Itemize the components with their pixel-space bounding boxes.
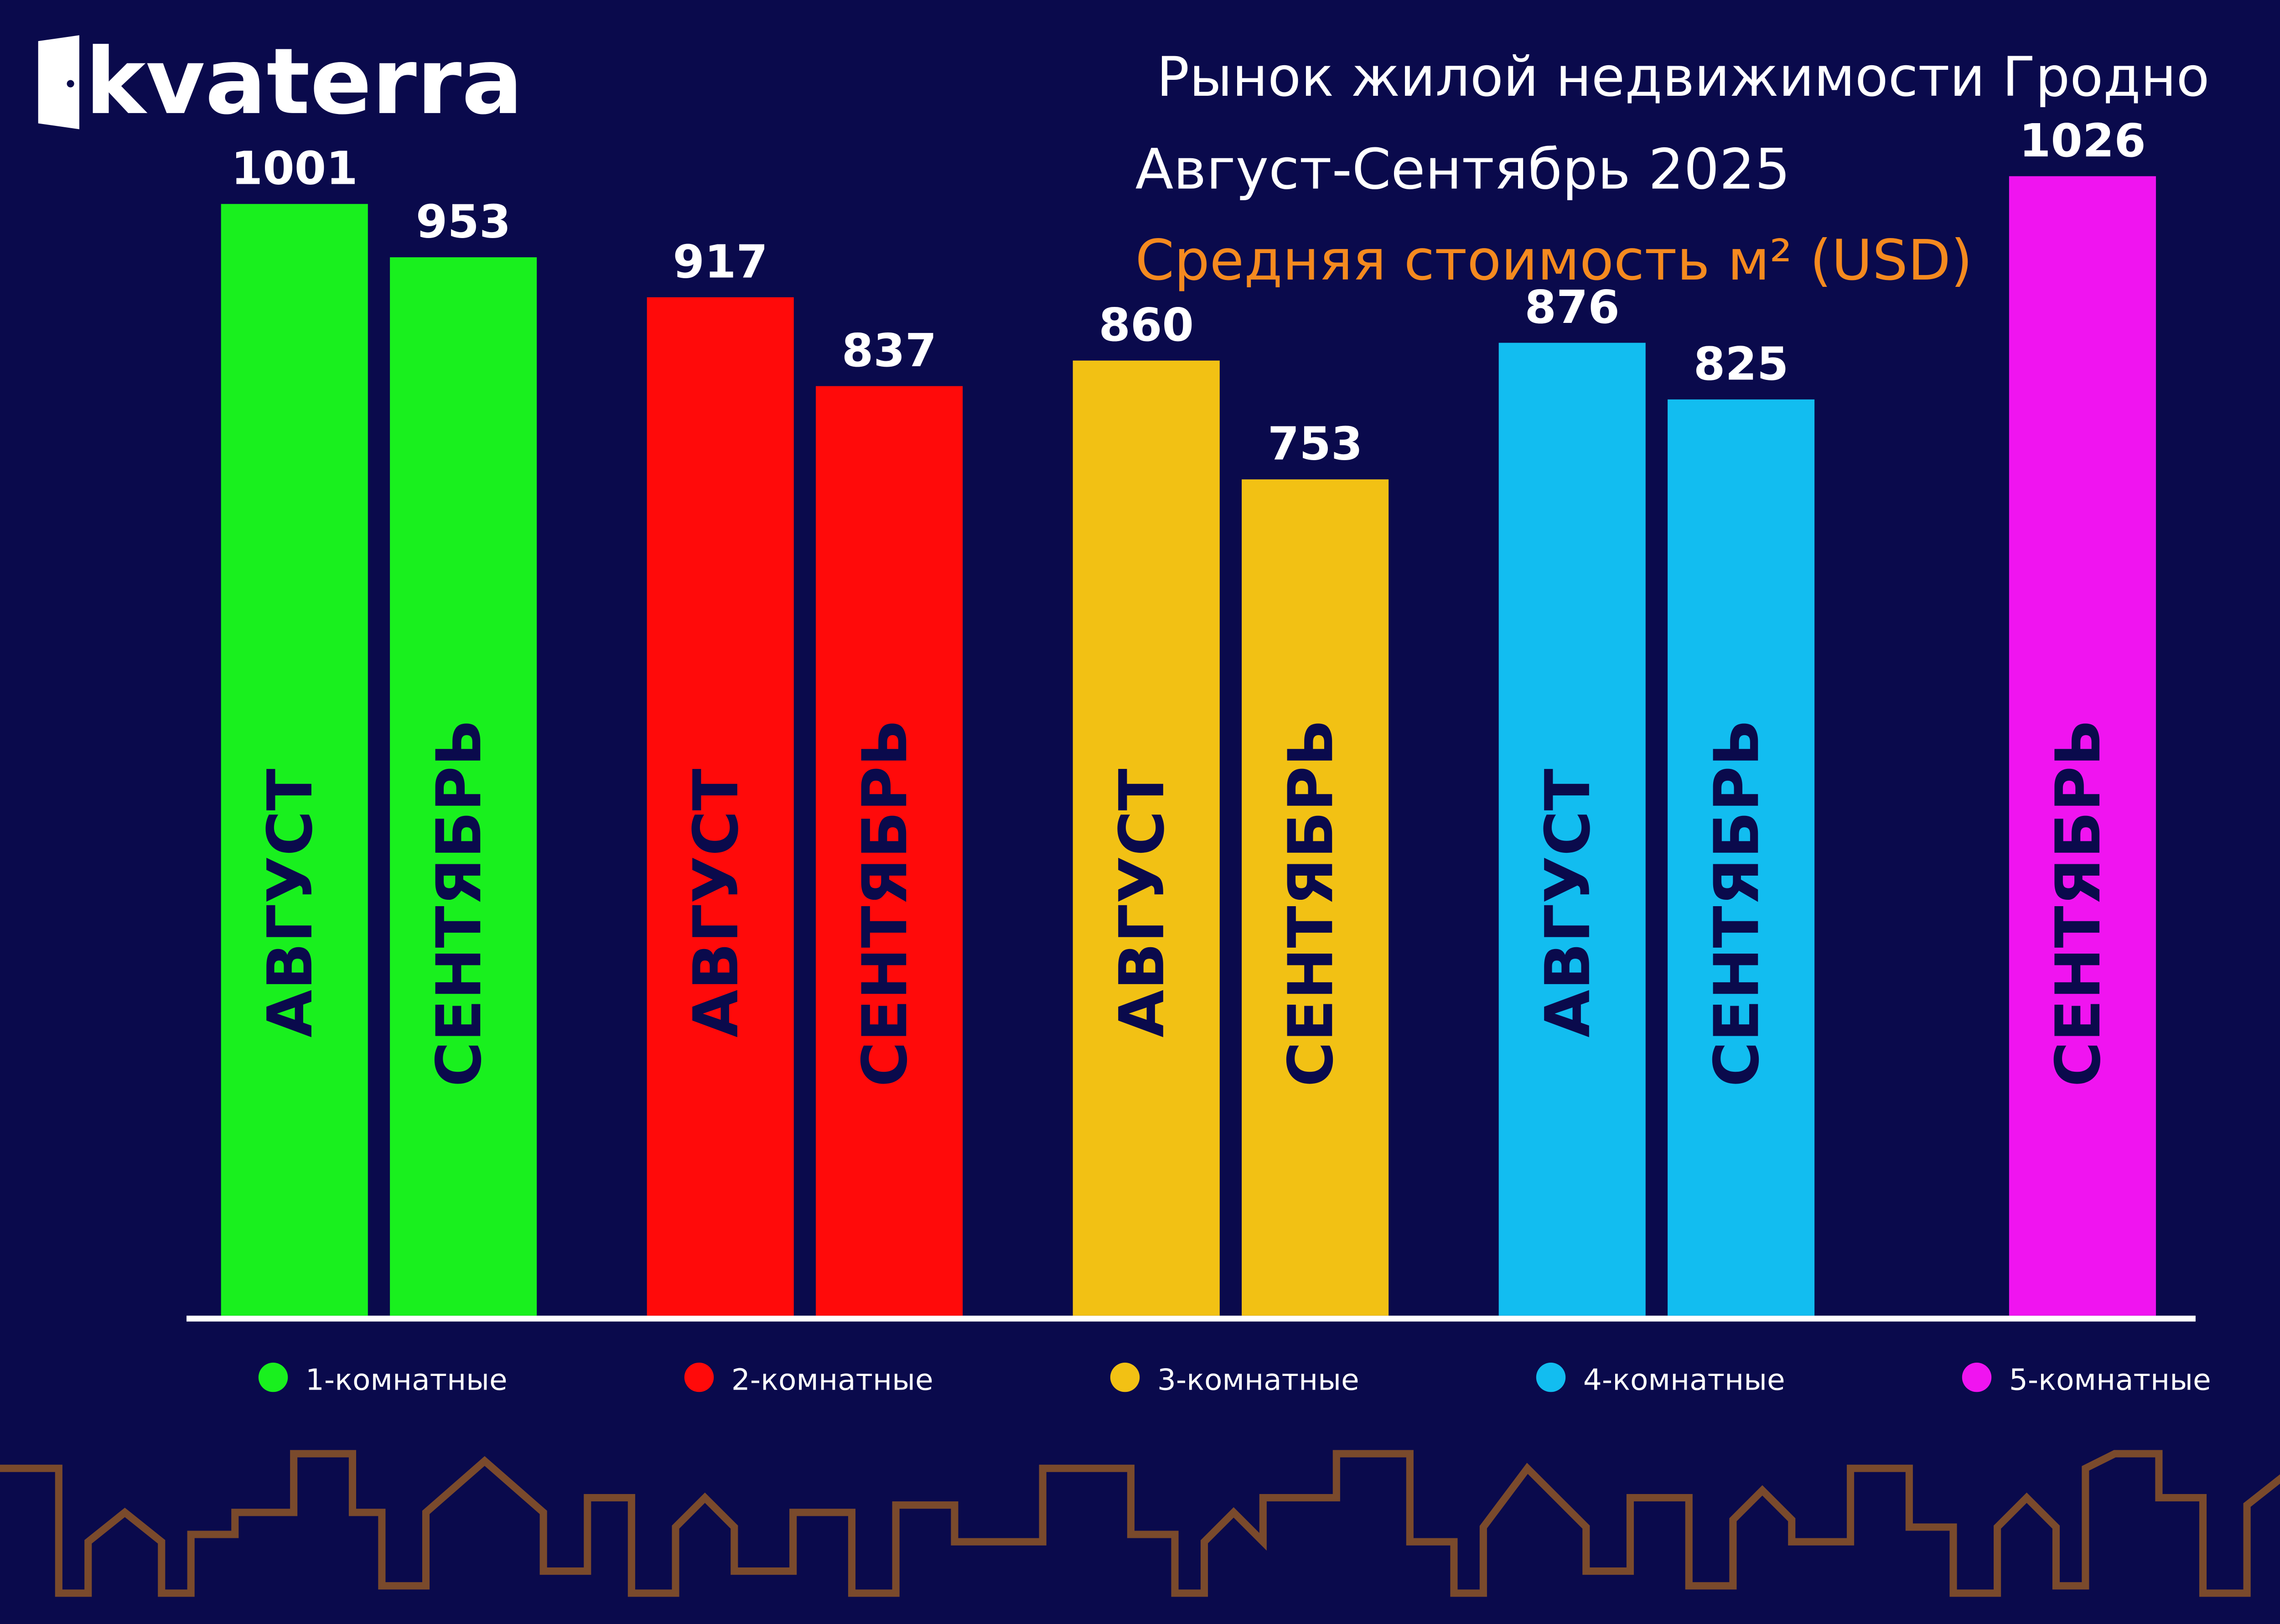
logo: kvaterra <box>85 29 523 135</box>
series-label: СЕНТЯБРЬ <box>423 719 495 1087</box>
legend-label: 3-комнатные <box>1157 1363 1359 1397</box>
logo-icon <box>38 35 79 130</box>
value-label: 917 <box>673 235 768 288</box>
series-label: АВГУСТ <box>1106 768 1178 1038</box>
value-label: 753 <box>1268 417 1363 471</box>
y-axis-label: Средняя стоимость м² (USD) <box>1135 228 1973 293</box>
chart-subtitle: Август-Сентябрь 2025 <box>1135 137 1791 202</box>
skyline-decoration <box>0 1450 2280 1597</box>
value-label: 1026 <box>2019 114 2146 167</box>
legend-marker <box>1536 1362 1566 1392</box>
bar <box>390 257 537 1316</box>
series-label: СЕНТЯБРЬ <box>849 719 921 1087</box>
bar <box>2009 176 2156 1316</box>
legend-marker <box>684 1362 714 1392</box>
value-label: 876 <box>1525 280 1620 334</box>
series-label: СЕНТЯБРЬ <box>1700 719 1772 1087</box>
bar <box>647 297 794 1316</box>
bar <box>1242 479 1389 1316</box>
legend-label: 1-комнатные <box>306 1363 508 1397</box>
legend-label: 4-комнатные <box>1583 1363 1785 1397</box>
series-label: СЕНТЯБРЬ <box>1275 719 1347 1087</box>
value-label: 825 <box>1694 337 1788 390</box>
legend-marker <box>258 1362 288 1392</box>
series-label: АВГУСТ <box>254 768 326 1038</box>
value-label: 860 <box>1099 298 1194 352</box>
legend-label: 5-комнатные <box>2009 1363 2211 1397</box>
bar <box>221 204 368 1316</box>
value-label: 837 <box>842 324 937 377</box>
chart-title: Рынок жилой недвижимости Гродно <box>1156 46 2209 109</box>
bar <box>1498 342 1646 1316</box>
legend-label: 2-комнатные <box>731 1363 933 1397</box>
series-label: АВГУСТ <box>1532 768 1604 1038</box>
bar <box>816 386 963 1316</box>
series-label: СЕНТЯБРЬ <box>2042 719 2114 1087</box>
bar <box>1073 360 1220 1316</box>
series-label: АВГУСТ <box>680 768 752 1038</box>
legend-marker <box>1962 1362 1992 1392</box>
value-label: 953 <box>416 195 511 249</box>
value-label: 1001 <box>231 142 358 195</box>
legend-marker <box>1110 1362 1140 1392</box>
bar <box>1668 399 1815 1316</box>
